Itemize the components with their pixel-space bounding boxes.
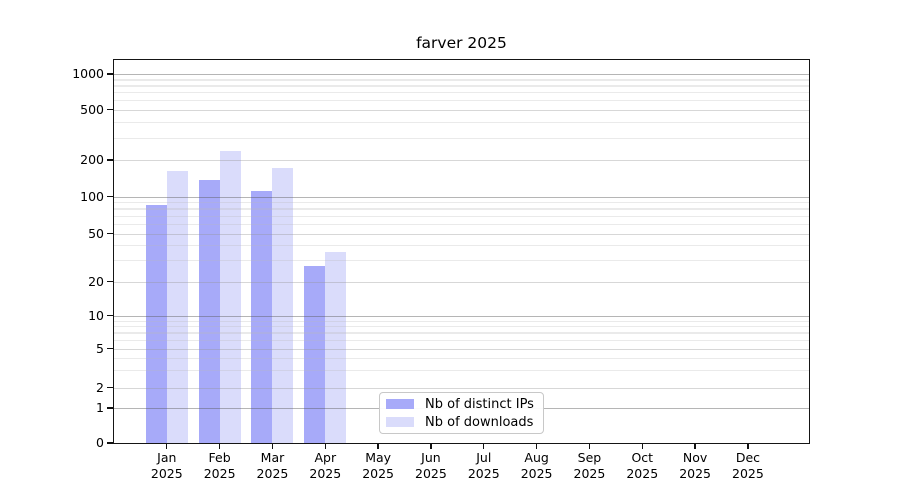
x-tick-label: May 2025 (362, 450, 395, 481)
x-tick (641, 444, 643, 449)
gridline-minor (114, 92, 809, 94)
bar-distinct-ips (145, 204, 167, 443)
y-tick-label: 2 (96, 379, 104, 395)
y-tick-label: 5 (96, 340, 104, 356)
gridline-minor (114, 85, 809, 87)
legend-item-downloads: Nb of downloads (386, 413, 537, 431)
x-tick (324, 444, 326, 449)
y-tick-label: 50 (88, 225, 104, 241)
gridline-minor (114, 208, 809, 210)
gridline-minor (114, 202, 809, 204)
legend-label-downloads: Nb of downloads (425, 414, 534, 430)
x-tick (694, 444, 696, 449)
x-tick (747, 444, 749, 449)
legend-label-distinct-ips: Nb of distinct IPs (425, 396, 534, 412)
gridline-minor (114, 320, 809, 322)
y-tick (106, 159, 113, 161)
y-tick (106, 347, 113, 350)
y-tick-label: 0 (96, 435, 104, 451)
y-tick (106, 232, 113, 235)
bar-downloads (325, 252, 347, 443)
y-tick (106, 407, 113, 409)
legend: Nb of distinct IPs Nb of downloads (379, 392, 544, 434)
gridline-mid (114, 109, 809, 111)
bar-distinct-ips (251, 191, 273, 443)
bar-distinct-ips (198, 179, 220, 443)
x-tick (483, 444, 485, 449)
y-tick (106, 195, 113, 198)
x-tick-label: Nov 2025 (679, 450, 711, 481)
gridline-minor (114, 339, 809, 341)
gridline-mid (114, 160, 809, 162)
y-tick (106, 442, 113, 444)
x-tick (430, 444, 432, 449)
x-tick (588, 444, 591, 449)
y-tick (106, 108, 113, 111)
gridline-minor (114, 326, 809, 328)
gridline-major (114, 74, 809, 76)
gridline-minor (114, 260, 809, 262)
x-tick-label: Apr 2025 (309, 450, 342, 481)
gridline-minor (114, 100, 809, 102)
gridline-minor (114, 357, 809, 360)
gridline-minor (114, 79, 809, 81)
x-tick-label: Sep 2025 (573, 450, 606, 481)
y-tick (106, 314, 113, 317)
y-tick (106, 73, 113, 75)
x-tick (218, 444, 221, 449)
bar-downloads (166, 171, 188, 443)
gridline-mid (114, 348, 809, 350)
x-tick-label: Mar 2025 (256, 450, 289, 481)
x-tick-label: Feb 2025 (203, 450, 236, 481)
x-tick-label: Dec 2025 (732, 450, 764, 481)
y-tick-label: 500 (80, 101, 104, 117)
y-tick-label: 1 (96, 400, 104, 416)
gridline-mid (114, 387, 809, 389)
legend-swatch-downloads (386, 417, 414, 427)
gridline-major (114, 196, 809, 198)
bar-downloads (219, 151, 241, 443)
y-tick-label: 200 (80, 152, 104, 168)
x-tick-label: Jan 2025 (150, 450, 183, 481)
y-tick-label: 10 (88, 307, 104, 323)
y-tick (106, 386, 113, 389)
chart-title: farver 2025 (416, 34, 507, 52)
gridline-mid (114, 281, 809, 283)
gridline-minor (114, 121, 809, 123)
x-tick (271, 444, 274, 449)
x-tick (377, 444, 379, 449)
gridline-minor (114, 137, 809, 139)
x-tick-label: Aug 2025 (520, 450, 553, 481)
x-tick-label: Oct 2025 (626, 450, 659, 481)
legend-swatch-distinct-ips (386, 399, 414, 409)
x-tick (166, 444, 168, 449)
y-tick-label: 20 (88, 273, 104, 289)
bar-distinct-ips (304, 265, 326, 443)
gridline-minor (114, 332, 809, 334)
legend-item-distinct-ips: Nb of distinct IPs (386, 395, 537, 413)
y-tick (106, 280, 113, 283)
gridline-minor (114, 215, 809, 217)
y-tick-label: 1000 (72, 66, 104, 82)
y-tick-label: 100 (80, 188, 104, 204)
bar-downloads (272, 167, 294, 443)
gridline-mid (114, 233, 809, 235)
x-tick-label: Jul 2025 (467, 450, 500, 481)
gridline-major (114, 315, 809, 317)
gridline-minor (114, 245, 809, 247)
x-tick (535, 444, 538, 449)
gridline-minor (114, 370, 809, 372)
x-tick-label: Jun 2025 (415, 450, 447, 481)
gridline-minor (114, 223, 809, 225)
